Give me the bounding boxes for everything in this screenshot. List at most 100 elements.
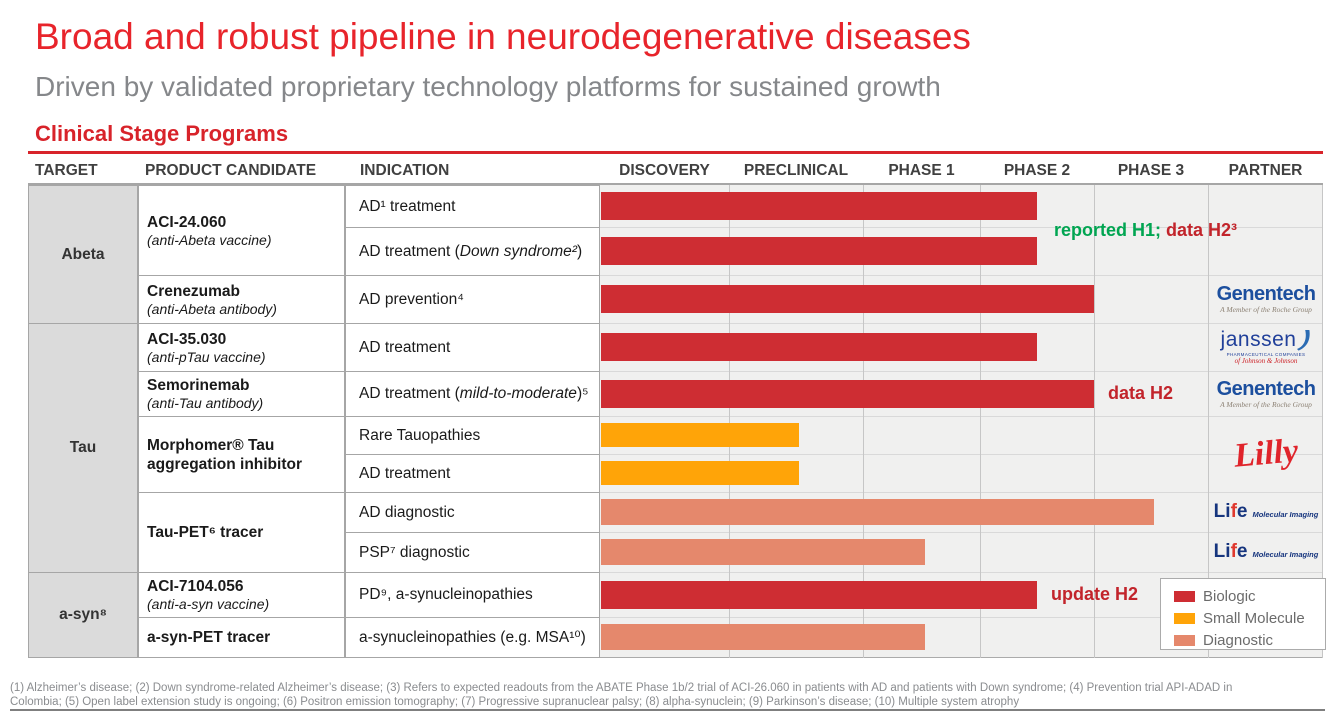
chart-row-separator [600,454,1323,455]
indication-cell: AD treatment [345,323,600,372]
target-cell: Abeta [28,185,138,324]
lilly-wordmark: Lilly [1232,432,1300,475]
life-molecular-imaging-wordmark: Li f e Molecular Imaging [1214,541,1319,563]
page-subtitle: Driven by validated proprietary technolo… [35,71,941,102]
chart-row-separator [600,275,1323,276]
product-name: Crenezumab [147,282,241,300]
chart-bottom-border [600,657,1323,658]
product-name: ACI-35.030 [147,330,227,348]
product-cell: Semorinemab (anti-Tau antibody) [138,371,345,417]
section-title: Clinical Stage Programs [35,121,289,146]
footnote-line-1: (1) Alzheimer’s disease; (2) Down syndro… [10,682,1233,694]
chart-row-separator [600,371,1323,372]
genentech-tagline: A Member of the Roche Group [1220,305,1312,314]
life-part-f: f [1230,501,1237,522]
phase-gridline [1094,185,1095,658]
readout-annotation: reported H1; data H2³ [1054,220,1237,241]
janssen-swoosh-icon [1297,330,1311,351]
indication-cell: AD treatment (mild-to-moderate)⁵ [345,371,600,417]
phase-gridline [1208,185,1209,658]
pipeline-bar [601,499,1154,525]
genentech-wordmark: Genentech [1216,377,1316,400]
column-header-phase1: PHASE 1 [888,162,955,179]
pipeline-bar [601,237,1037,265]
column-header-partner: PARTNER [1228,162,1303,179]
legend-label: Small Molecule [1203,610,1305,627]
pipeline-bar [601,580,1037,609]
readout-annotation-red: data H2³ [1160,220,1237,240]
product-cell: ACI-35.030 (anti-pTau vaccine) [138,323,345,372]
partner-logo-genentech: Genentech A Member of the Roche Group [1210,275,1322,323]
genentech-wordmark: Genentech [1216,283,1316,305]
janssen-name: janssen [1220,328,1297,351]
product-name: ACI-7104.056 [147,578,244,595]
page-title: Broad and robust pipeline in neurodegene… [35,16,971,57]
chart-row-separator [600,227,1323,228]
phase-gridline [980,185,981,658]
indication-text: AD treatment ( [359,242,460,260]
column-header-phase3: PHASE 3 [1117,162,1185,179]
indication-cell: PD⁹, a-synucleinopathies [345,572,600,618]
indication-text-italic: Down syndrome² [459,242,577,260]
pipeline-bar [601,461,799,485]
column-header-phase2: PHASE 2 [1003,162,1071,179]
genentech-tagline: A Member of the Roche Group [1220,399,1312,409]
life-part: Li [1213,541,1231,562]
chart-right-border [1322,185,1323,658]
product-cell: a-syn-PET tracer [138,617,345,658]
table-header-row: TARGET PRODUCT CANDIDATE INDICATION DISC… [28,151,1323,185]
chart-row-separator [600,416,1323,417]
bottom-rule [10,709,1325,711]
pipeline-bar [601,423,799,447]
readout-annotation-green: reported H1; [1053,220,1161,240]
pipeline-bar [601,285,1094,313]
target-cell: Tau [28,323,138,573]
bar-annotation: update H2 [1051,583,1139,604]
target-cell: a-syn⁸ [28,572,138,658]
pipeline-bar [601,333,1037,361]
footnote-line-2: Colombia; (5) Open label extension study… [10,696,1020,708]
legend-label: Diagnostic [1203,632,1274,649]
life-tagline: Molecular Imaging [1252,510,1319,519]
indication-cell: AD prevention⁴ [345,275,600,324]
product-cell: ACI-24.060 (anti-Abeta vaccine) [138,185,345,276]
product-note: (anti-a-syn vaccine) [147,596,270,612]
partner-logo-janssen: janssen PHARMACEUTICAL COMPANIES of Johnso… [1210,323,1322,371]
partner-logo-life: Li f e Molecular Imaging [1210,492,1322,532]
product-name: Morphomer® Tau aggregation inhibitor [147,436,302,473]
legend-swatch [1174,591,1195,602]
pipeline-bar [601,192,1037,220]
product-cell: Crenezumab (anti-Abeta antibody) [138,275,345,324]
chart-row-separator [600,617,1323,618]
indication-cell: AD¹ treatment [345,185,600,228]
legend-item: Diagnostic [1174,632,1325,649]
pipeline-table: TARGET PRODUCT CANDIDATE INDICATION DISC… [28,151,1326,658]
column-header-preclinical: PRECLINICAL [743,162,849,179]
chart-row-separator [600,532,1323,533]
indication-cell: AD treatment [345,454,600,493]
indication-cell: Rare Tauopathies [345,416,600,455]
product-cell: Morphomer® Tau aggregation inhibitor [138,416,345,493]
column-header-target: TARGET [35,162,98,179]
pipeline-bar [601,539,925,565]
life-part: Li [1213,501,1231,522]
chart-legend: Biologic Small Molecule Diagnostic [1160,578,1326,650]
table-body: Abeta Tau a-syn⁸ ACI-24.060 (anti-Abeta vacc… [28,185,1326,658]
life-tagline: Molecular Imaging [1252,550,1319,559]
product-note: (anti-Abeta antibody) [147,300,277,317]
indication-text: AD treatment ( [359,385,460,402]
janssen-jnj-line: of Johnson & Johnson [1234,357,1298,365]
indication-text: )⁵ [576,385,589,402]
legend-swatch [1174,613,1195,624]
janssen-subline: PHARMACEUTICAL COMPANIES [1226,352,1306,357]
phase-gridline [863,185,864,658]
phase-gridline [729,185,730,658]
chart-row-separator [600,572,1323,573]
janssen-wordmark: janssen [1221,329,1312,351]
indication-text: ) [576,242,583,260]
partner-logo-genentech: Genentech A Member of the Roche Group [1210,371,1322,416]
product-cell: ACI-7104.056 (anti-a-syn vaccine) [138,572,345,618]
legend-item: Small Molecule [1174,610,1325,627]
indication-text-italic: mild-to-moderate [459,385,577,402]
